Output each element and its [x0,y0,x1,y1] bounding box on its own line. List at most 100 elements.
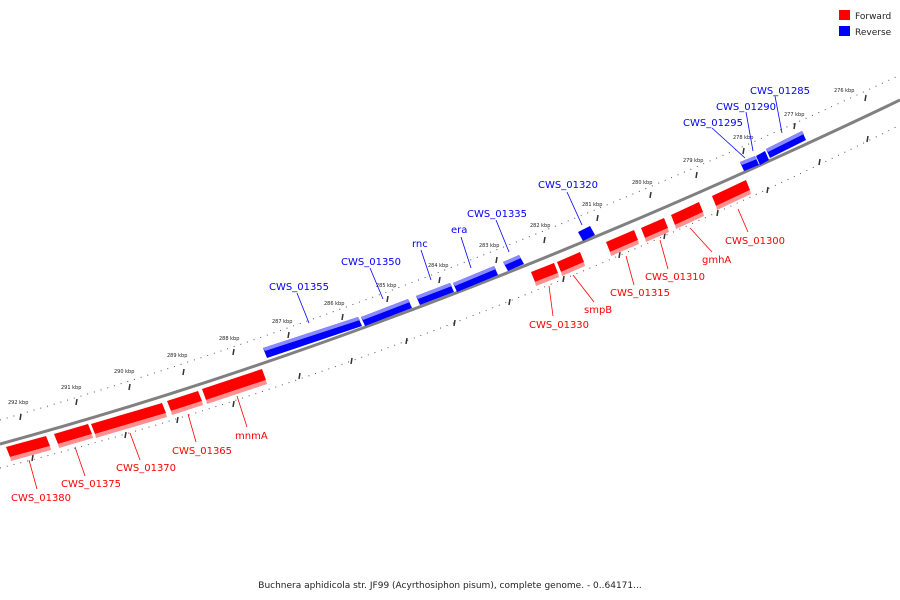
tick-mark [562,275,565,283]
tick-mark [341,313,344,321]
tick-mark [19,413,22,421]
tick-mark [596,214,599,222]
gene-label-cws-01300[interactable]: CWS_01300 [725,236,785,247]
gene-arrow-cws-01370[interactable] [91,403,166,434]
gene-label-cws-01310[interactable]: CWS_01310 [645,272,705,283]
gene-arrow-cws-01350-top [361,299,410,320]
gene-arrow-cws-01375[interactable] [54,424,92,444]
tick-label: 279 kbp [683,158,703,164]
genome-backbone [0,98,900,446]
gene-label-cws-01315[interactable]: CWS_01315 [610,288,670,299]
reverse-swatch [839,26,850,36]
gene-label-smpb[interactable]: smpB [584,305,612,316]
tick-label: 292 kbp [8,400,28,406]
leader-rnc [420,249,432,281]
tick-label: 285 kbp [376,283,396,289]
gene-label-era[interactable]: era [451,225,467,236]
tick-label: 291 kbp [61,385,81,391]
legend: Forward Reverse [839,10,892,38]
tick-label: 289 kbp [167,353,187,359]
forward-swatch [839,10,850,20]
leader-cws-01295 [711,127,746,159]
tick-mark [766,186,769,194]
gene-arrow-cws-01370-shadow [95,413,167,438]
tick-label: 283 kbp [479,243,499,249]
gene-arrow-cws-01330[interactable] [531,263,558,282]
leader-lines [28,95,783,490]
tick-label: 290 kbp [114,369,134,375]
gene-arrow-cws-01310[interactable] [641,218,668,238]
tick-mark [75,398,78,406]
gene-label-cws-01320[interactable]: CWS_01320 [538,180,598,191]
tick-label: 278 kbp [733,135,753,141]
reverse-gene-labels: CWS_01285 CWS_01290 CWS_01295 CWS_01320 … [269,86,810,293]
tick-mark [298,372,301,380]
gene-label-cws-01355[interactable]: CWS_01355 [269,282,329,293]
tick-mark [386,295,389,303]
gene-label-cws-01285[interactable]: CWS_01285 [750,86,810,97]
leader-smpb [572,274,595,303]
leader-cws-01285 [774,95,783,134]
gene-arrow-cws-01310-shadow [645,228,669,242]
gene-arrow-cws-01365[interactable] [167,391,202,411]
tick-mark [495,256,498,264]
gene-arrow-cws-01285-top [766,131,804,152]
leader-cws-01315 [625,255,635,286]
gene-label-cws-01380[interactable]: CWS_01380 [11,493,71,504]
tick-mark [649,191,652,199]
gene-arrow-gmha[interactable] [671,202,703,225]
leader-cws-01300 [737,208,749,233]
tick-mark [818,158,821,166]
gene-label-cws-01365[interactable]: CWS_01365 [172,446,232,457]
tick-mark [695,171,698,179]
gene-arrow-cws-01380[interactable] [6,436,50,457]
gene-arrow-mnma-shadow [206,380,267,404]
gene-arrow-cws-01300[interactable] [712,180,750,206]
gene-label-cws-01350[interactable]: CWS_01350 [341,257,401,268]
gene-label-cws-01330[interactable]: CWS_01330 [529,320,589,331]
leader-cws-01375 [74,446,86,477]
gene-arrow-cws-01380-shadow [10,446,51,461]
gene-label-cws-01290[interactable]: CWS_01290 [716,102,776,113]
gene-label-cws-01375[interactable]: CWS_01375 [61,479,121,490]
leader-era [460,236,472,269]
tick-label: 280 kbp [632,180,652,186]
tick-mark [793,122,796,130]
gene-arrow-cws-01295-top [740,156,757,165]
gene-arrow-cws-01290[interactable] [756,151,769,165]
tick-mark [176,416,179,424]
gene-label-cws-01295[interactable]: CWS_01295 [683,118,743,129]
gene-arrow-cws-01335-top [503,255,521,265]
tick-mark [663,232,666,240]
gene-arrow-cws-01365-shadow [171,401,203,415]
tick-mark [453,319,456,327]
tick-mark [866,135,869,143]
gene-label-cws-01335[interactable]: CWS_01335 [467,209,527,220]
tick-mark [350,357,353,365]
leader-cws-01350 [369,267,384,300]
gene-arrow-mnma[interactable] [202,369,266,400]
gene-arrow-cws-01330-shadow [535,273,559,286]
gene-arrow-cws-01335[interactable] [503,255,524,271]
gene-arrow-cws-01315[interactable] [606,230,638,252]
gene-arrow-cws-01315-shadow [610,240,639,256]
tick-mark [716,209,719,217]
gene-label-cws-01370[interactable]: CWS_01370 [116,463,176,474]
gene-arrow-smpb-shadow [561,262,585,276]
gene-label-rnc[interactable]: rnc [412,239,428,250]
gene-label-mnma[interactable]: mnmA [235,431,268,442]
tick-label: 282 kbp [530,223,550,229]
gene-arrow-smpb[interactable] [557,252,584,272]
gene-label-gmha[interactable]: gmhA [702,255,731,266]
leader-cws-01365 [187,413,197,443]
tick-label: 284 kbp [428,263,448,269]
leader-cws-01310 [659,239,669,270]
leader-cws-01355 [296,292,310,324]
tick-labels: 276 kbp 277 kbp 278 kbp 279 kbp 280 kbp … [8,88,854,406]
tick-mark [864,94,867,102]
tick-mark [508,298,511,306]
leader-cws-01290 [745,111,754,152]
gene-arrow-cws-01320[interactable] [578,226,595,241]
